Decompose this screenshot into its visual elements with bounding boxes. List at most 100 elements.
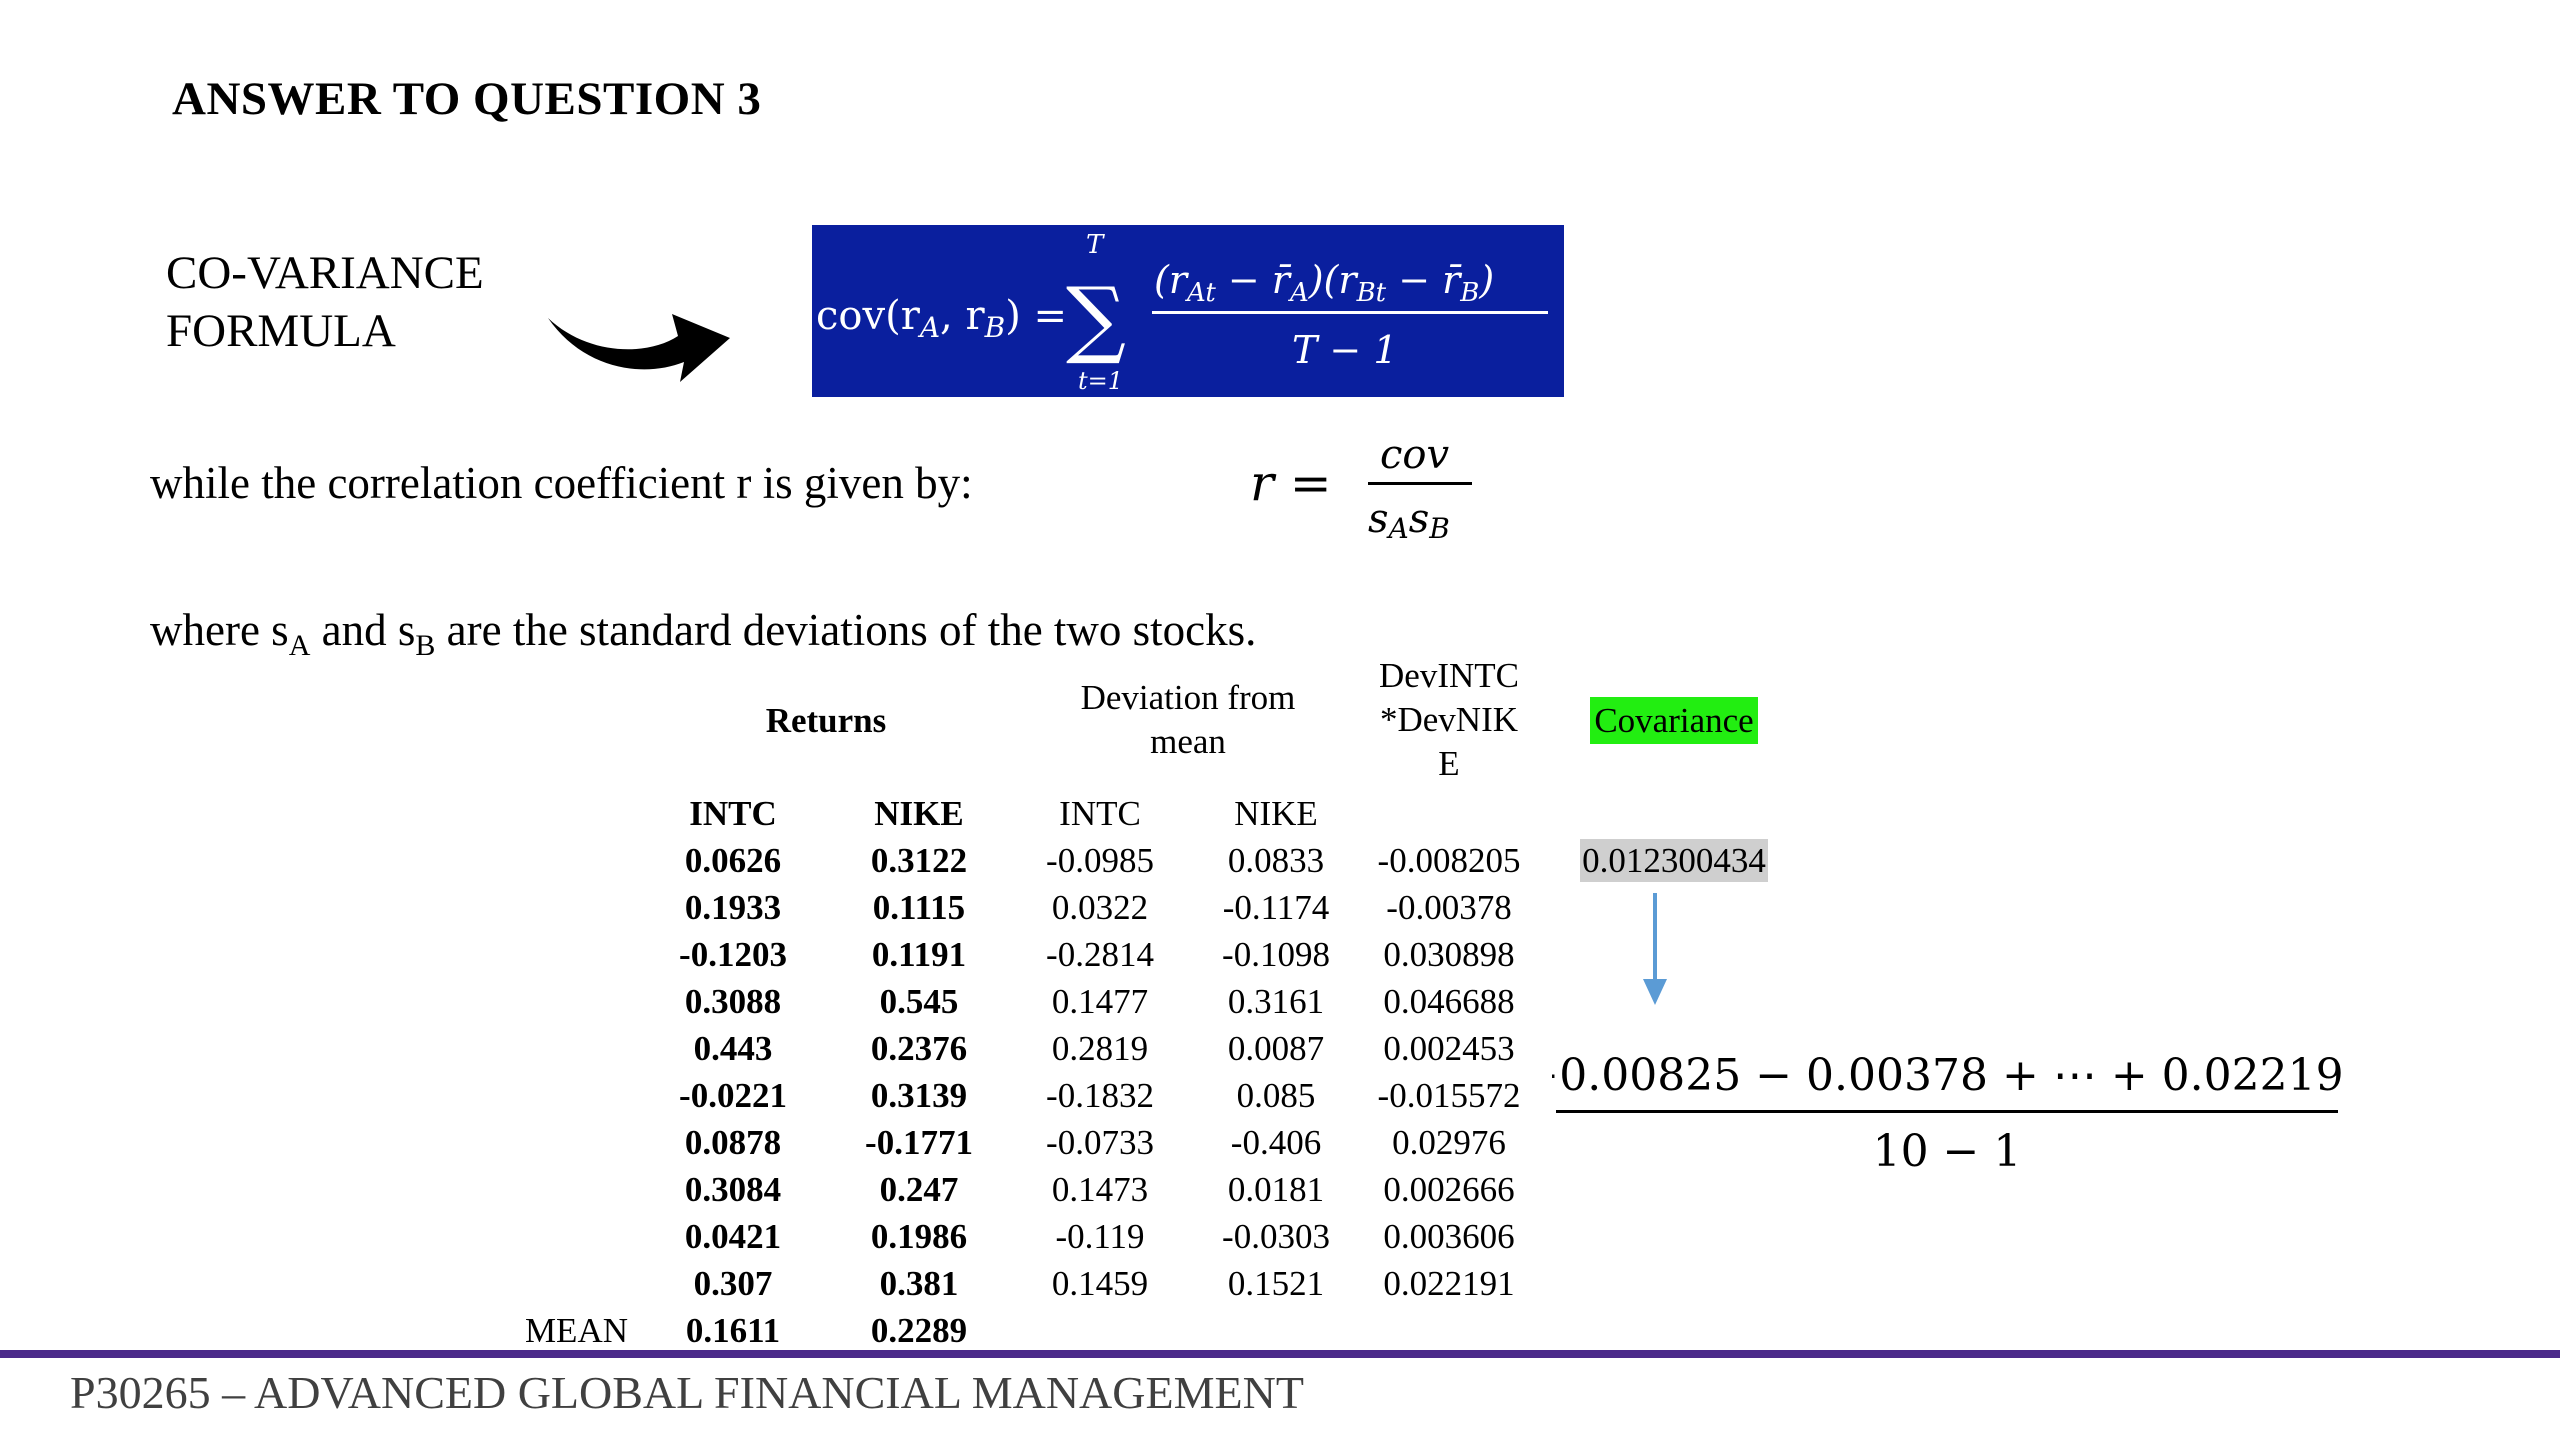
table-cell: 0.3161: [1227, 982, 1325, 1021]
table-cell: 0.3084: [684, 1170, 782, 1209]
table-cell: 0.3088: [684, 982, 782, 1021]
table-cell: 0.0421: [684, 1217, 782, 1256]
col-dev-intc: INTC: [1059, 794, 1141, 833]
table-cell: [468, 837, 640, 884]
table-cell: 0.022191: [1383, 1264, 1515, 1303]
header-row-1: Returns Deviation from mean DevINTC *Dev…: [468, 650, 1814, 790]
table-cell: 0.0322: [1051, 888, 1149, 927]
corr-lhs: r =: [1250, 454, 1332, 512]
header-row-2: INTC NIKE INTC NIKE: [468, 790, 1814, 837]
header-deviation: Deviation from mean: [1080, 678, 1296, 761]
table-cell: [468, 1213, 640, 1260]
table-cell: [468, 931, 640, 978]
table-cell: [468, 1260, 640, 1307]
table-cell: [1534, 1213, 1814, 1260]
table-row: 0.0878 -0.1771 -0.0733 -0.406 0.02976: [468, 1119, 1814, 1166]
table-row: 0.1933 0.1115 0.0322 -0.1174 -0.00378: [468, 884, 1814, 931]
table-cell: 0.002666: [1383, 1170, 1515, 1209]
corr-denominator: s: [1368, 496, 1389, 542]
covariance-formula: cov(rA, rB) = T ∑ t=1 (rAt − r̄A)(rBt − …: [816, 230, 1548, 395]
svg-text:cov(rA, rB) =: cov(rA, rB) =: [816, 293, 1067, 344]
header-returns: Returns: [765, 700, 887, 740]
corr-numerator: cov: [1380, 432, 1449, 478]
cov-lhs: cov(r: [816, 293, 921, 339]
table-cell: 0.002453: [1383, 1029, 1515, 1068]
table-cell: [468, 1119, 640, 1166]
mean-intc: 0.1611: [685, 1311, 781, 1350]
table-cell: -0.0221: [679, 1076, 787, 1115]
slide-title: ANSWER TO QUESTION 3: [172, 73, 762, 125]
covariance-formula-box: cov(rA, rB) = T ∑ t=1 (rAt − r̄A)(rBt − …: [812, 225, 1564, 397]
covariance-label-line2: FORMULA: [166, 305, 396, 357]
table-cell: 0.0833: [1227, 841, 1325, 880]
table-cell: -0.1771: [865, 1123, 973, 1162]
table-cell: 0.443: [693, 1029, 773, 1068]
table-cell: [468, 1166, 640, 1213]
table-cell: 0.1521: [1227, 1264, 1325, 1303]
table-cell: -0.00378: [1386, 888, 1512, 927]
footer-divider: [0, 1350, 2560, 1358]
svg-text:(rAt − r̄A)(rBt − r̄B): (rAt − r̄A)(rBt − r̄B): [1154, 258, 1494, 308]
table-cell: -0.0733: [1046, 1123, 1154, 1162]
covariance-table: Returns Deviation from mean DevINTC *Dev…: [468, 650, 1814, 1354]
mean-nike: 0.2289: [870, 1311, 968, 1350]
col-nike: NIKE: [874, 794, 964, 833]
table-cell: 0.2819: [1051, 1029, 1149, 1068]
sum-lower: t=1: [1078, 367, 1123, 395]
table-cell: 0.030898: [1383, 935, 1515, 974]
mean-label: MEAN: [524, 1311, 628, 1350]
table-cell: [468, 650, 640, 790]
cov-denominator: T − 1: [1292, 328, 1398, 372]
table-cell: -0.2814: [1046, 935, 1154, 974]
table-cell: -0.008205: [1377, 841, 1521, 880]
table-cell: [1534, 1307, 1814, 1354]
where-text: where sA and sB are the standard deviati…: [150, 605, 1257, 662]
table-row: 0.0626 0.3122 -0.0985 0.0833 -0.008205 0.0123…: [468, 837, 1814, 884]
correlation-text: while the correlation coefficient r is g…: [150, 458, 973, 508]
svg-text:∑: ∑: [1066, 269, 1126, 367]
table-cell: 0.02976: [1392, 1123, 1506, 1162]
table-cell: -0.0303: [1222, 1217, 1330, 1256]
table-cell: [1534, 1260, 1814, 1307]
table-cell: 0.0626: [684, 841, 782, 880]
table-row: -0.1203 0.1191 -0.2814 -0.1098 0.030898: [468, 931, 1814, 978]
table-row: 0.3084 0.247 0.1473 0.0181 0.002666: [468, 1166, 1814, 1213]
table-cell: 0.3139: [870, 1076, 968, 1115]
table-cell: 0.381: [879, 1264, 959, 1303]
correlation-formula: r = cov sAsB: [1250, 432, 1472, 545]
down-arrow-icon: [1643, 893, 1667, 1005]
table-cell: 0.2376: [870, 1029, 968, 1068]
col-dev-nike: NIKE: [1234, 794, 1318, 833]
footer-course-title: P30265 – ADVANCED GLOBAL FINANCIAL MANAG…: [70, 1367, 1304, 1418]
table-cell: 0.1986: [870, 1217, 968, 1256]
table-cell: 0.003606: [1383, 1217, 1515, 1256]
table-cell: [468, 1072, 640, 1119]
table-row: 0.0421 0.1986 -0.119 -0.0303 0.003606: [468, 1213, 1814, 1260]
table-cell: -0.1098: [1222, 935, 1330, 974]
table-cell: [1534, 931, 1814, 978]
table-row: 0.307 0.381 0.1459 0.1521 0.022191: [468, 1260, 1814, 1307]
table-cell: 0.0181: [1227, 1170, 1325, 1209]
table-cell: [468, 884, 640, 931]
covariance-calculation: −0.00825 − 0.00378 + ⋯ + 0.022191 10 − 1: [1552, 1050, 2342, 1177]
table-cell: 0.247: [879, 1170, 959, 1209]
table-cell: -0.406: [1230, 1123, 1322, 1162]
table-cell: [1534, 884, 1814, 931]
table-cell: 0.1191: [871, 935, 967, 974]
table-cell: 0.1459: [1051, 1264, 1149, 1303]
table-cell: -0.1174: [1222, 888, 1330, 927]
curved-arrow-icon: [548, 314, 730, 382]
table-cell: [468, 790, 640, 837]
table-cell: 0.085: [1236, 1076, 1316, 1115]
table-cell: 0.046688: [1383, 982, 1515, 1021]
table-cell: -0.015572: [1377, 1076, 1521, 1115]
header-product: DevINTC *DevNIK E: [1379, 656, 1519, 783]
table-cell: [1012, 1307, 1188, 1354]
sum-upper: T: [1086, 230, 1105, 260]
table-cell: [1364, 790, 1534, 837]
table-cell: [1364, 1307, 1534, 1354]
table-row: 0.443 0.2376 0.2819 0.0087 0.002453: [468, 1025, 1814, 1072]
svg-text:sAsB: sAsB: [1368, 496, 1450, 545]
table-cell: [1534, 978, 1814, 1025]
table-row: -0.0221 0.3139 -0.1832 0.085 -0.015572: [468, 1072, 1814, 1119]
